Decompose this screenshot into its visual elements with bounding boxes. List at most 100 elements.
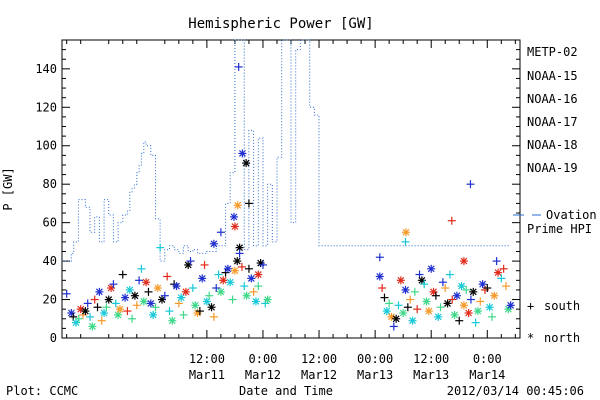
point-south-marker	[476, 297, 485, 306]
point-north-marker	[172, 282, 181, 291]
x-tick-time: 0:00	[473, 352, 502, 366]
point-south-marker	[237, 262, 246, 271]
point-south-marker	[258, 260, 267, 269]
point-north-marker	[114, 310, 123, 319]
point-north-marker	[485, 303, 494, 312]
point-north-marker	[153, 284, 162, 293]
point-south-marker	[249, 287, 258, 296]
legend-south-label: south	[544, 299, 580, 313]
point-north-marker	[149, 310, 158, 319]
point-north-marker	[247, 274, 256, 283]
point-south-marker	[235, 249, 244, 258]
point-south-marker	[441, 284, 450, 293]
legend-noaa-15: NOAA-15	[527, 69, 578, 83]
point-north-marker	[457, 282, 466, 291]
point-north-marker	[216, 287, 225, 296]
point-north-marker	[121, 293, 130, 302]
x-tick-date: Mar12	[245, 368, 281, 382]
point-north-marker	[452, 291, 461, 300]
point-north-marker	[399, 309, 408, 318]
point-south-marker	[487, 312, 496, 321]
point-north-marker	[401, 285, 410, 294]
satellite-points	[62, 62, 515, 331]
point-north-marker	[427, 264, 436, 273]
point-south-marker	[205, 291, 214, 300]
point-south-marker	[118, 270, 127, 279]
point-south-marker	[438, 278, 447, 287]
point-north-marker	[139, 297, 148, 306]
point-south-marker	[378, 284, 387, 293]
point-north-marker	[88, 322, 97, 331]
point-north-marker	[223, 264, 232, 273]
point-south-marker	[410, 287, 419, 296]
point-north-marker	[181, 287, 190, 296]
ovation-series	[62, 39, 511, 262]
x-tick-time: 12:00	[301, 352, 337, 366]
y-axis-label: P [GW]	[1, 167, 15, 210]
point-south-marker	[212, 284, 221, 293]
y-tick-label: 20	[43, 293, 57, 307]
legend-noaa-16: NOAA-16	[527, 92, 578, 106]
y-tick-label: 40	[43, 254, 57, 268]
point-south-marker	[497, 274, 506, 283]
legend-noaa-18: NOAA-18	[527, 138, 578, 152]
ovation-hpi-line	[62, 39, 511, 262]
x-axis: 12:00 Mar11 0:00 Mar12 12:00 Mar12 00:00 Mar13 1…	[66, 40, 516, 382]
point-south-marker	[244, 199, 253, 208]
point-north-marker	[146, 299, 155, 308]
point-south-marker	[413, 305, 422, 314]
point-south-marker	[132, 301, 141, 310]
point-north-marker	[230, 222, 239, 231]
x-axis-label: Date and Time	[239, 384, 333, 398]
point-south-marker	[455, 316, 464, 325]
legend-noaa-19: NOAA-19	[527, 161, 578, 175]
point-north-marker	[209, 239, 218, 248]
x-tick-time: 12:00	[189, 352, 225, 366]
point-north-marker	[443, 299, 452, 308]
point-north-marker	[469, 287, 478, 296]
point-south-marker	[123, 307, 132, 316]
point-north-marker	[450, 310, 459, 319]
point-south-marker	[244, 264, 253, 273]
point-south-marker	[420, 280, 429, 289]
point-south-marker	[501, 282, 510, 291]
point-north-marker	[207, 303, 216, 312]
y-tick-label: 60	[43, 216, 57, 230]
point-north-marker	[67, 309, 76, 318]
point-south-marker	[188, 284, 197, 293]
point-north-marker	[494, 268, 503, 277]
legend-ovation-line1: Ovation	[546, 208, 597, 222]
legend: METP-02 NOAA-15 NOAA-16 NOAA-17 NOAA-18 …	[513, 45, 597, 345]
point-north-marker	[238, 149, 247, 158]
point-south-marker	[111, 299, 120, 308]
point-south-marker	[380, 293, 389, 302]
point-south-marker	[389, 322, 398, 331]
point-south-marker	[471, 318, 480, 327]
point-north-marker	[168, 316, 177, 325]
point-north-marker	[408, 316, 417, 325]
point-north-marker	[396, 276, 405, 285]
x-tick-date: Mar13	[413, 368, 449, 382]
point-south-marker	[86, 312, 95, 321]
plot-credit: Plot: CCMC	[6, 384, 78, 398]
y-tick-label: 0	[50, 331, 57, 345]
point-north-marker	[233, 257, 242, 266]
point-north-marker	[233, 201, 242, 210]
point-south-marker	[144, 287, 153, 296]
point-north-marker	[506, 301, 515, 310]
point-south-marker	[151, 303, 160, 312]
point-north-marker	[464, 309, 473, 318]
point-north-marker	[459, 301, 468, 310]
point-south-marker	[195, 307, 204, 316]
y-tick-label: 100	[35, 139, 57, 153]
point-south-marker	[436, 303, 445, 312]
point-north-marker	[375, 272, 384, 281]
point-south-marker	[137, 264, 146, 273]
point-north-marker	[115, 305, 124, 314]
point-north-marker	[230, 266, 239, 275]
point-north-marker	[424, 307, 433, 316]
point-north-marker	[125, 285, 134, 294]
x-tick-time: 0:00	[249, 352, 278, 366]
point-south-marker	[156, 243, 165, 252]
point-north-marker	[478, 280, 487, 289]
